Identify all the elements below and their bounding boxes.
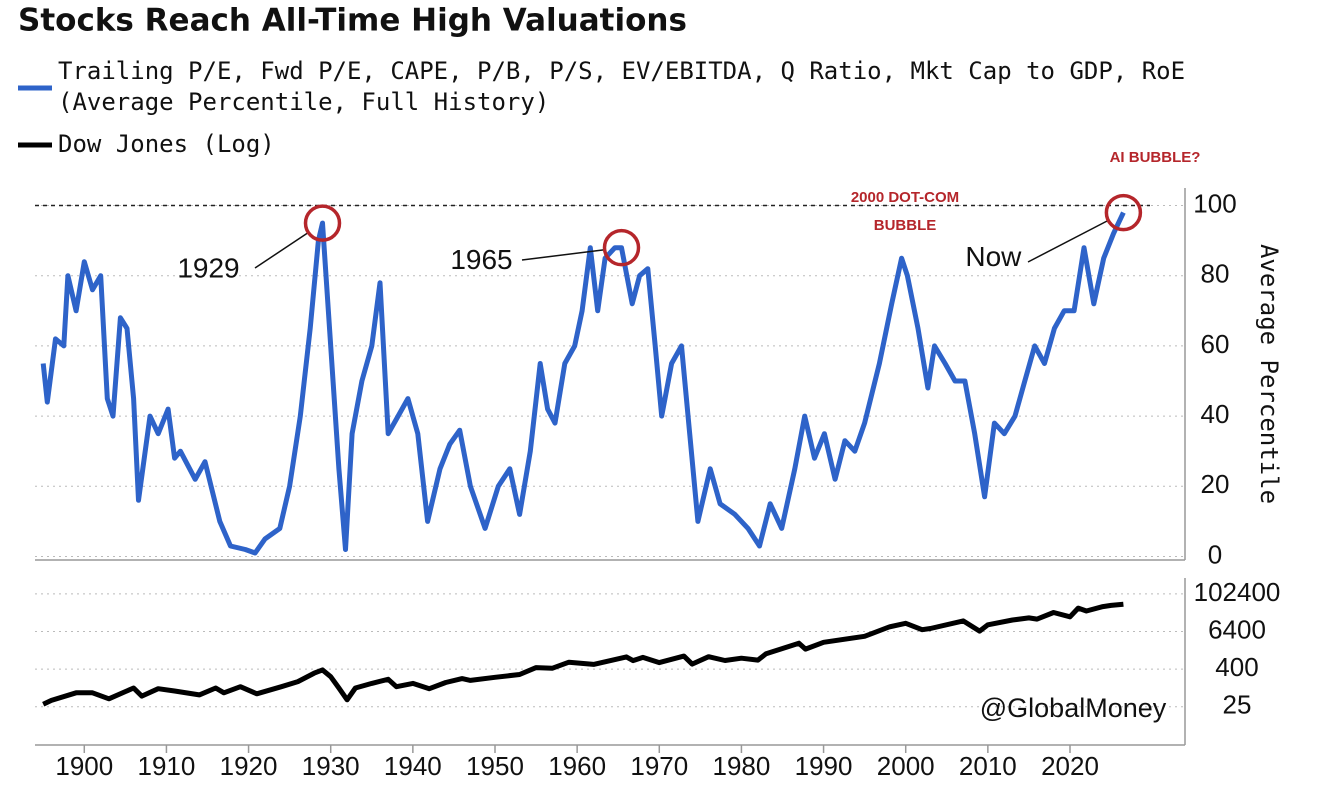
callout: AI BUBBLE? [1110, 149, 1201, 166]
legend-label: (Average Percentile, Full History) [58, 88, 549, 116]
x-tick-label: 1990 [795, 751, 853, 781]
y-tick-label: 60 [1201, 329, 1230, 359]
annotation-pointer [521, 249, 605, 261]
annotation-label: 1929 [177, 252, 239, 283]
y-tick-label: 20 [1201, 469, 1230, 499]
x-tick-label: 1960 [548, 751, 606, 781]
y-tick-label: 80 [1201, 259, 1230, 289]
data-line [42, 601, 1124, 707]
chart-title: Stocks Reach All-Time High Valuations [18, 3, 687, 39]
y-tick-label: 25 [1223, 690, 1252, 720]
annotation-circle [303, 204, 342, 242]
annotation-label: Now [965, 241, 1022, 272]
y-tick-label: 40 [1201, 399, 1230, 429]
callout: BUBBLE [874, 217, 937, 234]
y-axis-label: Average Percentile [1255, 244, 1283, 504]
annotation-pointer [254, 231, 309, 269]
annotation-pointer [1027, 219, 1109, 263]
legend-label: Trailing P/E, Fwd P/E, CAPE, P/B, P/S, E… [58, 57, 1185, 85]
x-tick-label: 2000 [877, 751, 935, 781]
y-tick-label: 102400 [1194, 577, 1281, 607]
x-tick-label: 1910 [138, 751, 196, 781]
y-tick-label: 100 [1193, 188, 1236, 218]
y-tick-label: 0 [1208, 539, 1222, 569]
x-tick-label: 1920 [220, 751, 278, 781]
annotation-circle [1104, 193, 1143, 232]
annotation-circle [602, 228, 641, 267]
x-tick-label: 1980 [713, 751, 771, 781]
x-tick-label: 2020 [1041, 751, 1099, 781]
x-tick-label: 1950 [466, 751, 524, 781]
data-line [40, 211, 1126, 556]
annotation-label: 1965 [450, 244, 512, 275]
callout: 2000 DOT-COM [851, 189, 959, 206]
x-tick-label: 1930 [302, 751, 360, 781]
y-tick-label: 6400 [1208, 614, 1266, 644]
legend-label: Dow Jones (Log) [58, 130, 275, 158]
watermark: @GlobalMoney [980, 693, 1167, 723]
x-tick-label: 1900 [55, 751, 113, 781]
x-tick-label: 1970 [630, 751, 688, 781]
x-tick-label: 1940 [384, 751, 442, 781]
y-tick-label: 400 [1215, 652, 1258, 682]
x-tick-label: 2010 [959, 751, 1017, 781]
